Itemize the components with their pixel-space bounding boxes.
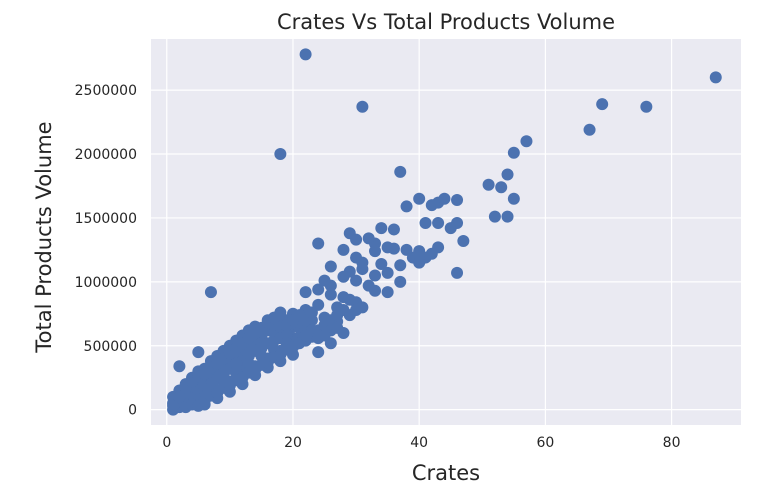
data-point-3: [596, 98, 609, 111]
data-point-37: [387, 242, 400, 255]
y-tick-label-5: 2500000: [75, 83, 137, 99]
data-point-183: [312, 332, 325, 345]
data-point-187: [173, 390, 186, 403]
data-points: [167, 48, 722, 416]
data-point-7: [520, 135, 533, 148]
data-point-23: [432, 217, 445, 230]
data-point-180: [350, 303, 363, 316]
data-point-62: [324, 288, 337, 301]
x-axis-label: Crates: [412, 461, 480, 485]
x-tick-label-2: 40: [410, 435, 428, 451]
data-point-85: [192, 346, 205, 359]
data-point-12: [501, 168, 514, 181]
y-tick-label-0: 0: [128, 403, 137, 419]
data-point-14: [413, 192, 426, 205]
x-tick-label-1: 20: [284, 435, 302, 451]
data-point-20: [488, 210, 501, 223]
data-point-203: [274, 306, 287, 319]
y-axis-label: Total Products Volume: [32, 121, 56, 353]
data-point-6: [274, 148, 287, 161]
data-point-9: [394, 165, 407, 178]
x-tick-label-4: 80: [663, 435, 681, 451]
data-point-49: [356, 263, 369, 276]
data-point-84: [204, 286, 217, 299]
data-point-66: [362, 279, 375, 292]
data-point-47: [394, 259, 407, 272]
data-point-15: [400, 200, 413, 213]
y-tick-label-1: 500000: [84, 339, 137, 355]
data-point-54: [381, 266, 394, 279]
data-point-21: [501, 210, 514, 223]
data-point-31: [350, 233, 363, 246]
data-point-228: [299, 329, 312, 342]
data-point-65: [381, 286, 394, 299]
data-point-8: [507, 146, 520, 159]
data-point-0: [299, 48, 312, 61]
y-tick-label-3: 1500000: [75, 211, 137, 227]
data-point-59: [324, 279, 337, 292]
data-point-184: [331, 321, 344, 334]
data-point-186: [167, 399, 180, 412]
data-point-4: [640, 100, 653, 113]
x-tick-label-3: 60: [536, 435, 554, 451]
data-point-5: [583, 123, 596, 136]
data-point-86: [173, 360, 186, 373]
data-point-1: [356, 100, 369, 113]
y-tick-label-2: 1000000: [75, 275, 137, 291]
data-point-60: [312, 283, 325, 296]
grid: [151, 39, 741, 425]
data-point-69: [343, 293, 356, 306]
y-tick-label-4: 2000000: [75, 147, 137, 163]
data-point-50: [324, 260, 337, 273]
data-point-46: [375, 257, 388, 270]
data-point-55: [369, 269, 382, 282]
data-point-32: [362, 232, 375, 245]
data-point-45: [413, 256, 426, 269]
data-point-56: [337, 270, 350, 283]
data-point-33: [337, 243, 350, 256]
data-point-53: [394, 275, 407, 288]
data-point-26: [375, 222, 388, 235]
data-point-11: [495, 181, 508, 194]
chart-title: Crates Vs Total Products Volume: [277, 10, 615, 34]
data-point-25: [444, 222, 457, 235]
data-point-18: [438, 192, 451, 205]
data-point-13: [507, 192, 520, 205]
y-tick-labels: 0 500000 1000000 1500000 2000000 2500000: [75, 83, 137, 419]
data-point-43: [457, 234, 470, 247]
data-point-34: [312, 237, 325, 250]
data-point-57: [350, 274, 363, 287]
x-tick-labels: 0 20 40 60 80: [162, 435, 680, 451]
data-point-208: [305, 306, 318, 319]
data-point-27: [387, 223, 400, 236]
data-point-61: [299, 286, 312, 299]
data-point-52: [451, 266, 464, 279]
data-point-81: [312, 346, 325, 359]
data-point-19: [451, 194, 464, 207]
x-tick-label-0: 0: [162, 435, 171, 451]
data-point-2: [709, 71, 722, 84]
data-point-36: [369, 245, 382, 258]
data-point-10: [482, 178, 495, 191]
data-point-22: [419, 217, 432, 230]
data-point-42: [432, 241, 445, 254]
